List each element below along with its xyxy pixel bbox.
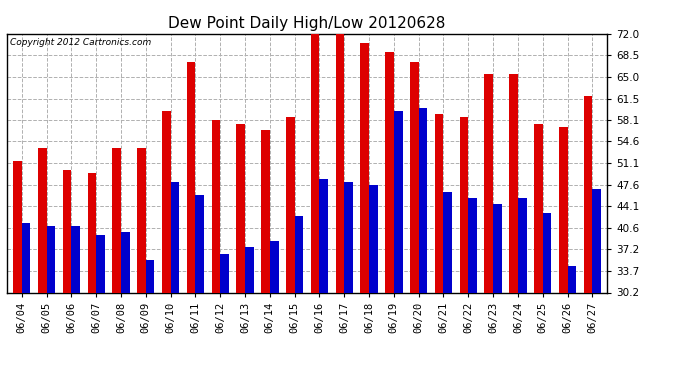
Bar [187,62,195,292]
Bar [534,123,543,292]
Bar [245,247,254,292]
Bar [369,185,377,292]
Bar [13,160,22,292]
Bar [96,235,105,292]
Bar [460,117,469,292]
Bar [121,232,130,292]
Bar [112,148,121,292]
Bar [410,62,419,292]
Bar [518,198,526,292]
Bar [38,148,47,292]
Bar [592,189,601,292]
Bar [170,182,179,292]
Bar [88,173,96,292]
Bar [162,111,170,292]
Bar [543,213,551,292]
Bar [261,130,270,292]
Title: Dew Point Daily High/Low 20120628: Dew Point Daily High/Low 20120628 [168,16,446,31]
Bar [237,123,245,292]
Bar [22,222,30,292]
Bar [286,117,295,292]
Bar [63,170,71,292]
Bar [335,34,344,292]
Bar [567,266,576,292]
Bar [310,34,319,292]
Bar [559,127,567,292]
Bar [484,74,493,292]
Bar [584,96,592,292]
Bar [47,226,55,292]
Bar [137,148,146,292]
Bar [469,198,477,292]
Text: Copyright 2012 Cartronics.com: Copyright 2012 Cartronics.com [10,38,151,46]
Bar [212,120,220,292]
Bar [360,43,369,292]
Bar [146,260,155,292]
Bar [394,111,402,292]
Bar [319,179,328,292]
Bar [444,192,452,292]
Bar [435,114,444,292]
Bar [220,254,229,292]
Bar [270,241,279,292]
Bar [385,53,394,292]
Bar [295,216,304,292]
Bar [509,74,518,292]
Bar [195,195,204,292]
Bar [344,182,353,292]
Bar [419,108,427,292]
Bar [71,226,80,292]
Bar [493,204,502,292]
